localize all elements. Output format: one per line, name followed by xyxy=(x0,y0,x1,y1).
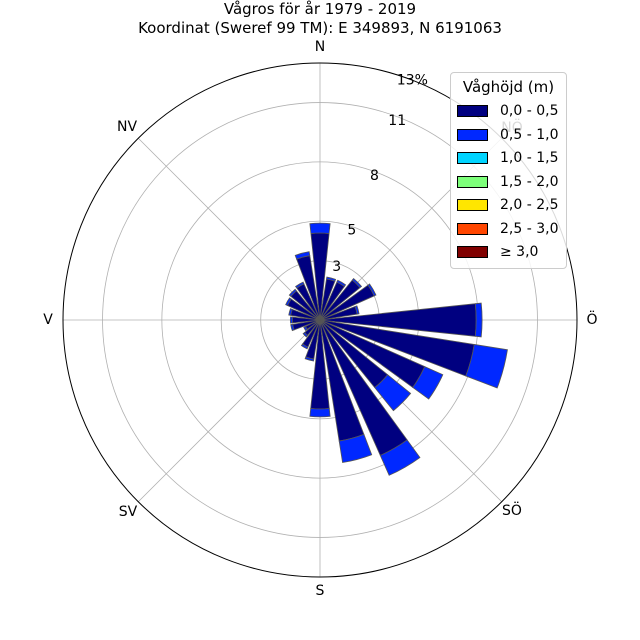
legend-title: Våghöjd (m) xyxy=(462,78,555,96)
bar-dir-165-bin-1 xyxy=(338,433,373,463)
legend-swatch xyxy=(457,152,488,164)
bar-dir-45-bin-1 xyxy=(351,277,363,289)
rose-bars xyxy=(285,222,508,476)
bar-dir-300-bin-1 xyxy=(285,297,292,307)
bar-dir-225-bin-1 xyxy=(302,331,309,338)
bar-dir-210-bin-1 xyxy=(300,343,309,350)
legend-label: 1,5 - 2,0 xyxy=(500,173,559,190)
bar-dir-270-bin-1 xyxy=(289,316,293,324)
bar-dir-330-bin-1 xyxy=(295,281,305,289)
legend: Våghöjd (m) 0,0 - 0,5 0,5 - 1,0 1,0 - 1,5 1… xyxy=(450,72,567,269)
bar-dir-315-bin-1 xyxy=(288,288,297,297)
bar-dir-240-bin-1 xyxy=(303,325,308,332)
bar-dir-75-bin-1 xyxy=(354,305,360,315)
radial-tick-2: 8 xyxy=(370,168,379,184)
bar-dir-195-bin-1 xyxy=(304,356,315,362)
direction-label-3: SV xyxy=(119,504,138,520)
legend-swatch xyxy=(457,128,488,141)
bar-dir-0-bin-1 xyxy=(309,222,331,234)
legend-item-6: ≥ 3,0 xyxy=(457,242,538,262)
direction-label-0: N xyxy=(315,39,325,55)
legend-item-0: 0,0 - 0,5 xyxy=(457,101,558,121)
legend-swatch xyxy=(457,175,488,188)
legend-label: ≥ 3,0 xyxy=(500,244,539,260)
legend-swatch xyxy=(457,105,488,117)
chart-subtitle: Koordinat (Sweref 99 TM): E 349893, N 61… xyxy=(138,19,502,37)
bar-dir-105-bin-1 xyxy=(465,343,508,389)
legend-label: 2,0 - 2,5 xyxy=(500,197,559,213)
legend-swatch xyxy=(457,199,488,211)
legend-swatch xyxy=(457,222,488,235)
bar-dir-345-bin-1 xyxy=(294,251,311,260)
grid-spoke-315 xyxy=(137,137,321,321)
outer-frame xyxy=(62,62,578,578)
grid-spoke-225 xyxy=(137,319,321,503)
legend-label: 0,0 - 0,5 xyxy=(500,103,559,119)
legend-label: 0,5 - 1,0 xyxy=(500,126,559,143)
bar-dir-135-bin-1 xyxy=(374,374,412,412)
bar-dir-60-bin-1 xyxy=(367,283,377,297)
legend-item-4: 2,0 - 2,5 xyxy=(457,195,558,215)
bar-dir-255-bin-1 xyxy=(290,323,295,332)
legend-item-3: 1,5 - 2,0 xyxy=(457,172,558,192)
bar-dir-120-bin-1 xyxy=(412,366,444,400)
radial-tick-3: 11 xyxy=(388,113,406,129)
legend-item-2: 1,0 - 1,5 xyxy=(457,148,558,168)
direction-label-6: Ö xyxy=(586,310,597,328)
axis-labels: NNVVSVSSÖÖNÖ3581113% xyxy=(43,39,597,599)
direction-label-5: SÖ xyxy=(502,501,522,519)
radial-tick-0: 3 xyxy=(332,259,341,275)
legend-label: 2,5 - 3,0 xyxy=(500,220,559,237)
direction-label-2: V xyxy=(43,312,53,328)
bar-dir-150-bin-1 xyxy=(379,439,421,476)
legend-label: 1,0 - 1,5 xyxy=(500,150,559,166)
radial-tick-4: 13% xyxy=(397,73,428,89)
bar-dir-30-bin-1 xyxy=(336,279,347,287)
legend-item-1: 0,5 - 1,0 xyxy=(457,125,558,145)
chart-title: Vågros för år 1979 - 2019 xyxy=(223,0,417,18)
bar-dir-285-bin-1 xyxy=(288,308,293,316)
radial-tick-1: 5 xyxy=(347,223,356,239)
bar-dir-15-bin-1 xyxy=(326,276,337,282)
direction-label-1: NV xyxy=(117,119,137,135)
legend-item-5: 2,5 - 3,0 xyxy=(457,219,558,239)
direction-label-4: S xyxy=(316,583,325,599)
legend-swatch xyxy=(457,246,488,258)
bar-dir-180-bin-1 xyxy=(309,408,331,418)
bar-dir-90-bin-1 xyxy=(474,302,483,338)
